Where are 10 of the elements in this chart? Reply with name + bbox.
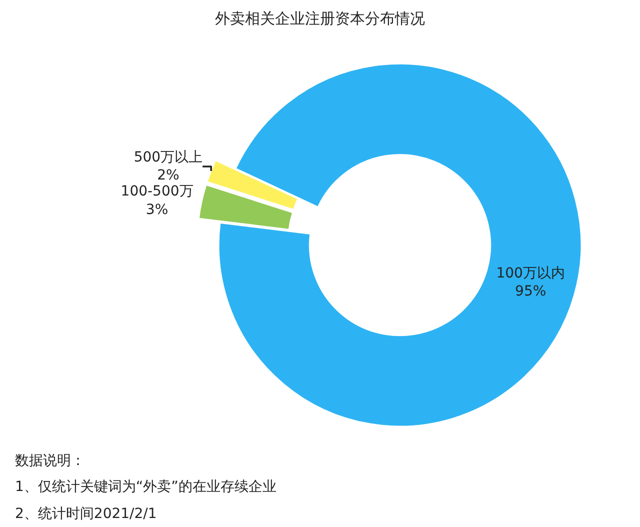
data-label: 95% [515, 284, 546, 300]
slice-label: 100-500万 [120, 184, 194, 200]
slice-label: 100万以内 [496, 265, 565, 282]
slice-label: 500万以上 [134, 149, 203, 166]
text: 2、统计时间2021/2/1 [15, 506, 157, 522]
text: 数据说明： [15, 453, 85, 469]
text: 1、仅统计关键词为“外卖”的在业存续企业 [15, 479, 276, 495]
chart-title: 外卖相关企业注册资本分布情况 [215, 10, 425, 28]
data-label: 3% [146, 202, 168, 218]
data-label: 2% [157, 168, 180, 184]
